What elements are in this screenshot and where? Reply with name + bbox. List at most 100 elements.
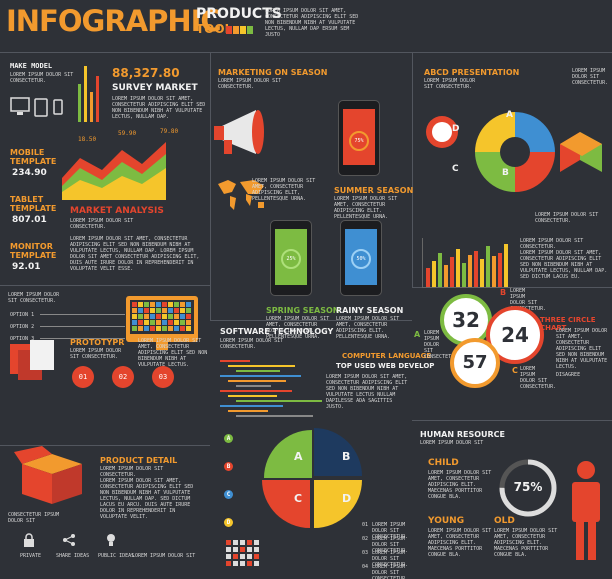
world-map — [216, 176, 266, 220]
monitor-icon — [10, 96, 70, 124]
code-line — [228, 395, 277, 397]
abcd-bars-sub: LOREM IPSUM DOLOR SIT CONSECTETUR. — [535, 212, 599, 224]
num-03-text: LOREM IPSUM DOLOR SIT CONSECTETUR. — [372, 550, 409, 568]
product-title: PRODUCT DETAIL — [100, 456, 178, 465]
tablet-value: 807.01 — [12, 215, 47, 225]
grid-cell — [162, 302, 167, 307]
abcd-pie — [262, 428, 366, 536]
grid-cell — [186, 302, 191, 307]
grid-cell — [132, 320, 137, 325]
share-icon — [62, 532, 76, 551]
circle-c-text: LOREM IPSUM DOLOR SIT CONSECTETUR. — [520, 366, 557, 390]
code-lines — [220, 360, 330, 430]
grid-cell — [156, 314, 161, 319]
num-04: 04 — [362, 564, 369, 570]
make-model-label: MAKE MODEL — [10, 62, 53, 70]
option-1: OPTION 1 — [10, 312, 35, 318]
prototype-sub: LOREM IPSUM DOLOR SIT CONSECTETUR. — [70, 348, 122, 360]
grid-cell — [168, 308, 173, 313]
three-circle-title: THREE CIRCLE CHART — [540, 316, 596, 332]
grid-cell — [138, 308, 143, 313]
grid-cell — [180, 302, 185, 307]
phone-spring: 25% — [270, 220, 312, 296]
area-chart — [62, 128, 172, 204]
grid-cell — [162, 326, 167, 331]
circle-label-c: C — [512, 366, 518, 375]
grid-cell — [162, 314, 167, 319]
abcd-bars-text: LOREM IPSUM DOLOR SIT AMET, CONSECTETUR … — [520, 250, 608, 280]
grid-cell — [150, 314, 155, 319]
summer-title: SUMMER SEASON — [334, 186, 414, 195]
divider — [210, 320, 412, 321]
key-cell — [226, 547, 231, 552]
top-used: TOP USED WEB DEVELOP — [336, 362, 435, 370]
circle-a-text: LOREM IPSUM DOLOR SIT CONSECTETUR. — [424, 330, 461, 360]
grid-cell — [162, 320, 167, 325]
grid-cell — [156, 320, 161, 325]
lang-title: COMPUTER LANGUAGE — [342, 352, 432, 360]
percent-ring — [496, 456, 560, 524]
key-cell — [254, 561, 259, 566]
grid-cell — [168, 320, 173, 325]
abcd-label-b: B — [502, 168, 509, 178]
mobile-value: 234.90 — [12, 168, 47, 178]
code-line — [228, 380, 286, 382]
phone-summer: 75% — [338, 100, 380, 176]
header-blurb: LOREM IPSUM DOLOR SIT AMET, CONSECTETUR … — [265, 8, 359, 38]
grid-cell — [156, 308, 161, 313]
grid-cell — [132, 326, 137, 331]
key-cell — [254, 540, 259, 545]
megaphone-icon — [212, 104, 276, 168]
grid-cell — [132, 302, 137, 307]
code-line — [220, 405, 283, 407]
grid-cell — [132, 308, 137, 313]
private-label: PRIVATE — [20, 553, 42, 559]
grid-cell — [180, 326, 185, 331]
grid-cell — [174, 314, 179, 319]
key-cell — [226, 540, 231, 545]
spring-text: LOREM IPSUM DOLOR SIT AMET, CONSECTETUR … — [266, 316, 330, 340]
share-label: SHARE IDEAS — [56, 553, 90, 559]
price-2: 59.90 — [118, 130, 137, 137]
spring-percent: 25% — [281, 249, 301, 269]
abcd-sub2: LOREM IPSUM DOLOR SIT CONSECTETUR. — [572, 68, 609, 86]
old-title: OLD — [494, 516, 515, 526]
software-text: LOREM IPSUM DOLOR SIT AMET, CONSECTETUR … — [326, 374, 408, 410]
code-line — [236, 370, 280, 372]
grid-cell — [186, 320, 191, 325]
legend-a: A — [224, 434, 233, 443]
circle-label-b: B — [500, 288, 507, 297]
option-line — [40, 314, 125, 315]
prototype-text: LOREM IPSUM DOLOR SIT AMET, CONSECTETUR … — [138, 338, 208, 368]
tool-label: TOOL — [196, 22, 233, 36]
key-cell — [226, 554, 231, 559]
circle-label-a: A — [414, 330, 421, 339]
grid-cell — [144, 320, 149, 325]
grid-cell — [150, 326, 155, 331]
grid-cell — [168, 302, 173, 307]
abcd-label-c: C — [452, 164, 459, 174]
grid-cell — [174, 302, 179, 307]
monitor-stand — [156, 342, 168, 350]
divider — [210, 52, 211, 320]
code-line — [220, 375, 301, 377]
num-01: 01 — [362, 522, 369, 528]
abcd-label-d: D — [452, 124, 460, 134]
abcd-sub: LOREM IPSUM DOLOR SIT CONSECTETUR. — [424, 78, 476, 90]
grid-cell — [144, 314, 149, 319]
product-text: LOREM IPSUM DOLOR SIT AMET, CONSECTETUR … — [100, 478, 194, 520]
abcd-bar — [498, 253, 502, 287]
key-cell — [240, 547, 245, 552]
grid-cell — [186, 326, 191, 331]
abcd-bars-title: LOREM IPSUM DOLOR SIT CONSECTETUR. — [520, 238, 584, 250]
grid-cell — [150, 302, 155, 307]
vertical-bars — [78, 62, 106, 122]
divider — [412, 420, 612, 421]
child-title: CHILD — [428, 458, 459, 468]
summer-text: LOREM IPSUM DOLOR SIT AMET, CONSECTETUR … — [334, 196, 398, 220]
software-sub: LOREM IPSUM DOLOR SIT CONSECTETUR. — [220, 338, 284, 350]
key-cell — [240, 561, 245, 566]
grid-cell — [180, 308, 185, 313]
code-line — [236, 400, 322, 402]
price-3: 79.80 — [160, 128, 179, 135]
